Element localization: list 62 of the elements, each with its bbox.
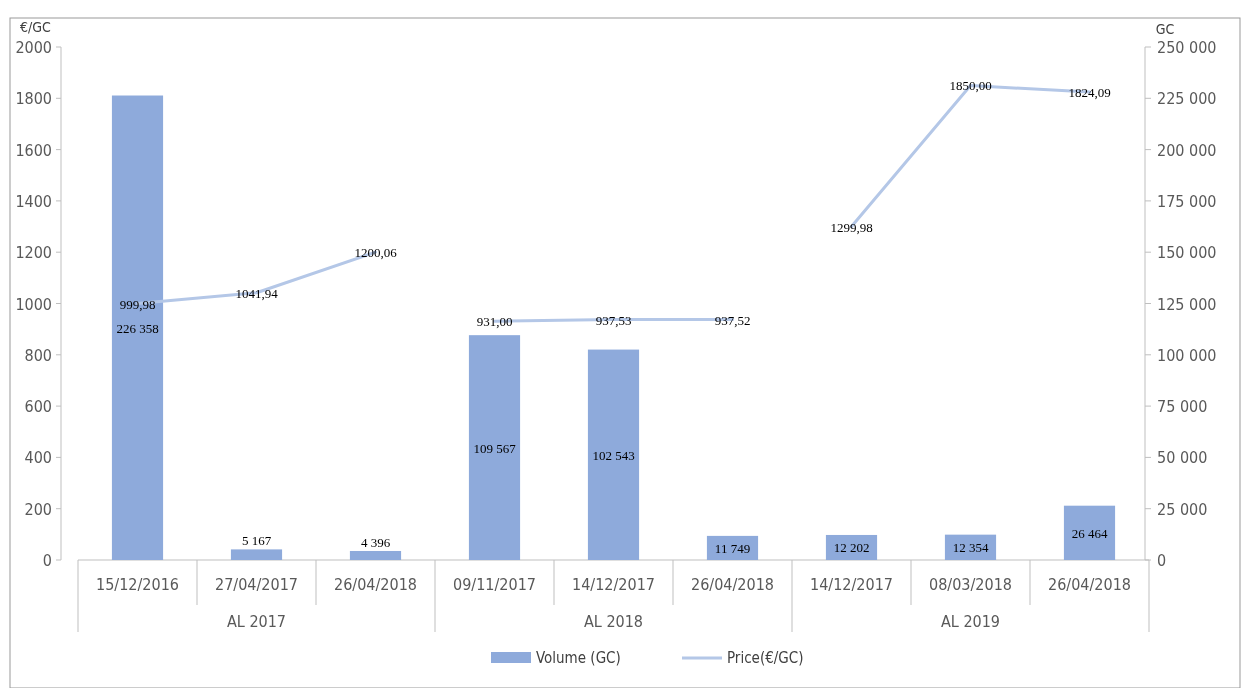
data-label: 109 567 [473,440,517,456]
data-label: 937,53 [595,312,632,328]
x-tick-label: 09/11/2017 [453,575,536,594]
data-label: 1299,98 [830,219,873,235]
y-tick-label: 1200 [15,243,52,263]
bar [468,335,521,560]
data-label: 1041,94 [235,285,279,301]
text: AL 2017 [226,612,287,631]
data-label: 1850,00 [949,78,992,94]
y-axis-title: €/GC [20,19,52,35]
y2-tick-label: 0 [1157,551,1167,570]
y-tick-label: 1800 [15,89,52,109]
bar [349,550,402,560]
y2-tick-label: 150 000 [1157,243,1217,263]
x-tick-label: 14/12/2017 [810,575,893,594]
y2-tick-label: 225 000 [1157,89,1217,109]
y-tick-label: 1400 [15,191,52,211]
y-tick-label: 1000 [15,294,52,314]
data-label: 937,52 [714,312,751,328]
bar [230,549,283,560]
data-label: 5 167 [241,533,272,549]
data-label: 226 358 [116,320,159,336]
x-tick-label: 14/12/2017 [572,575,655,594]
text: AL 2019 [940,612,1001,631]
y2-tick-label: 200 000 [1157,140,1217,160]
y-tick-label: 0 [42,551,52,570]
bar [1063,505,1116,560]
legend-label: Volume (GC) [536,649,621,667]
text: AL 2018 [583,612,644,631]
x-tick-label: 26/04/2018 [691,575,774,594]
x-tick-label: 27/04/2017 [215,575,298,594]
data-label: 999,98 [119,296,156,312]
data-label: 1200,06 [354,245,398,261]
y2-tick-label: 25 000 [1157,499,1208,519]
y-tick-label: 400 [24,448,52,468]
x-tick-label: 15/12/2016 [96,575,179,594]
x-tick-label: 26/04/2018 [1048,575,1131,594]
data-label: 102 543 [592,447,635,463]
legend-label: Price(€/GC) [727,649,804,667]
bar [111,95,164,560]
y2-tick-label: 175 000 [1157,191,1217,211]
y2-tick-label: 75 000 [1157,397,1208,417]
y-tick-label: 600 [24,397,52,417]
y2-tick-label: 125 000 [1157,294,1217,314]
x-tick-label: 08/03/2018 [929,575,1012,594]
y2-tick-label: 100 000 [1157,345,1217,365]
y2-tick-label: 50 000 [1157,448,1208,468]
y2-axis-title: GC [1155,21,1175,37]
x-tick-label: 26/04/2018 [334,575,417,594]
data-label: 931,00 [476,314,513,330]
data-label: 11 749 [714,540,751,556]
data-label: 4 396 [360,534,391,550]
bar [587,349,640,560]
y-tick-label: 2000 [15,38,52,57]
y-tick-label: 800 [24,345,52,365]
y-tick-label: 200 [24,499,52,519]
y-tick-label: 1600 [15,140,52,160]
data-label: 12 202 [833,540,870,556]
data-label: 12 354 [952,540,989,556]
y2-tick-label: 250 000 [1157,38,1217,57]
data-label: 26 464 [1071,525,1108,541]
data-label: 1824,09 [1068,85,1111,101]
